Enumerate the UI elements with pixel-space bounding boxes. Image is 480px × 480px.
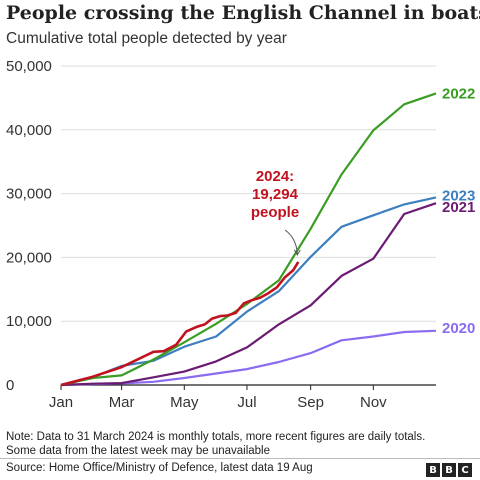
- chart-note: Note: Data to 31 March 2024 is monthly t…: [6, 430, 476, 458]
- annotation-line-2: 19,294: [252, 186, 299, 203]
- y-tick-label: 30,000: [6, 186, 52, 203]
- bbc-logo: B B C: [426, 463, 472, 477]
- annotation-line-3: people: [251, 204, 299, 221]
- annotation-line-1: 2024:: [256, 168, 294, 185]
- x-tick-label: Nov: [360, 394, 387, 411]
- series-line-2021: [60, 202, 437, 387]
- series-line-2024: [60, 261, 300, 387]
- series-label-2023: 2023: [442, 187, 475, 204]
- series-line-2022: [60, 92, 437, 387]
- chart-subtitle: Cumulative total people detected by year: [6, 30, 287, 47]
- x-tick-label: Jul: [237, 394, 256, 411]
- y-axis-tick-labels: 0 10,000 20,000 30,000 40,000 50,000: [6, 58, 52, 394]
- y-tick-label: 0: [6, 377, 14, 394]
- series-lines: [60, 92, 437, 387]
- note-line-1: Note: Data to 31 March 2024 is monthly t…: [6, 431, 426, 443]
- x-tick-label: May: [170, 394, 199, 411]
- series-label-2021: 2021: [442, 199, 475, 216]
- y-tick-label: 50,000: [6, 58, 52, 75]
- chart-title: People crossing the English Channel in b…: [6, 2, 480, 24]
- series-label-2022: 2022: [442, 85, 475, 102]
- x-axis: Jan Mar May Jul Sep Nov: [49, 384, 436, 411]
- bbc-logo-letter: B: [426, 463, 440, 477]
- gridlines: [61, 65, 436, 322]
- bbc-logo-letter: B: [442, 463, 456, 477]
- source-text: Source: Home Office/Ministry of Defence,…: [6, 462, 313, 474]
- x-tick-label: Mar: [109, 394, 135, 411]
- line-chart: 0 10,000 20,000 30,000 40,000 50,000 Jan Mar Ma…: [6, 58, 475, 411]
- footer-divider: [0, 458, 480, 459]
- x-tick-label: Sep: [297, 394, 324, 411]
- note-line-2: Some data from the latest week may be un…: [6, 445, 271, 457]
- y-tick-label: 10,000: [6, 313, 52, 330]
- x-tick-label: Jan: [49, 394, 73, 411]
- annotation-leader: [284, 229, 298, 254]
- y-tick-label: 40,000: [6, 122, 52, 139]
- y-tick-label: 20,000: [6, 249, 52, 266]
- bbc-logo-letter: C: [458, 463, 472, 477]
- series-label-2020: 2020: [442, 320, 475, 337]
- annotation-arrowhead: [293, 249, 301, 256]
- series-line-2023: [60, 196, 437, 387]
